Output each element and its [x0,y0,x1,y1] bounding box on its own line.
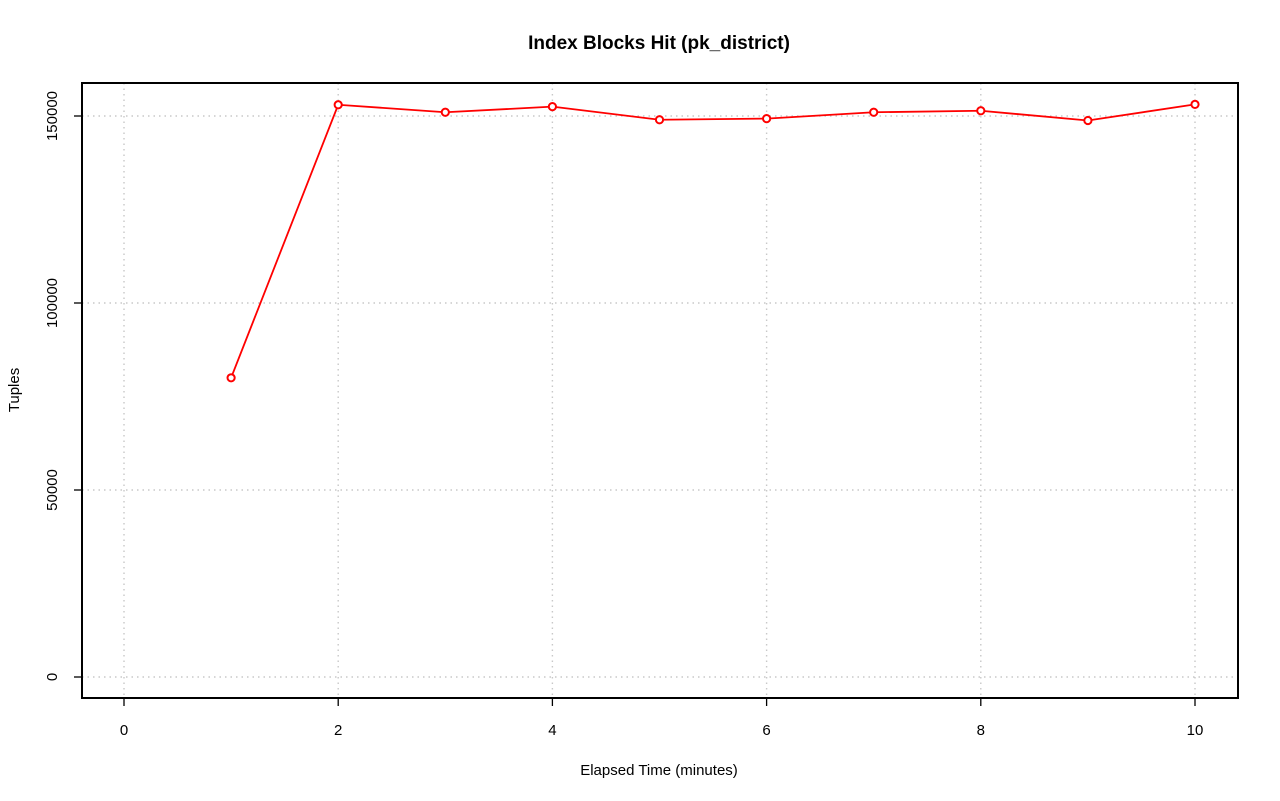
y-axis-label: Tuples [6,368,23,412]
y-tick-label: 0 [44,673,61,681]
series-line [230,103,1196,379]
data-point [1083,115,1093,126]
series [226,99,1200,383]
y-tick-label: 50000 [44,469,61,511]
x-tick-label: 2 [334,722,342,739]
x-tick-label: 4 [548,722,556,739]
data-point [869,107,879,117]
y-tick-label: 100000 [44,278,61,328]
chart-title: Index Blocks Hit (pk_district) [528,33,790,54]
x-axis: 0 2 4 6 8 10 [120,698,1204,739]
x-axis-label: Elapsed Time (minutes) [580,762,738,779]
data-point [976,106,986,116]
y-tick-label: 150000 [44,91,61,141]
y-axis: 0 50000 100000 150000 [44,91,82,681]
data-point [440,107,450,117]
data-point [654,115,665,125]
grid [82,83,1238,698]
data-point [762,114,772,124]
data-point [333,100,343,110]
data-point [1190,99,1200,110]
x-tick-label: 10 [1187,722,1204,739]
x-tick-label: 6 [762,722,770,739]
data-point [547,102,558,112]
data-point [226,373,236,383]
plot-frame [81,82,1239,699]
x-tick-label: 0 [120,722,128,739]
x-tick-label: 8 [977,722,985,739]
